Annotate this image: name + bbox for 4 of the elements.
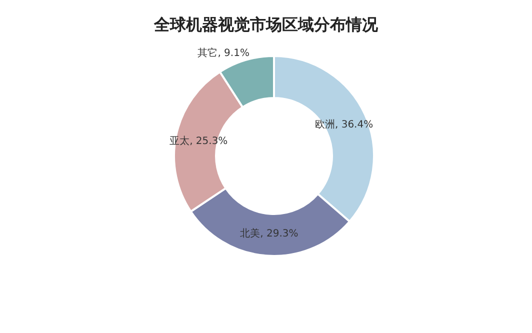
slice-label: 欧洲, 36.4% xyxy=(314,118,374,131)
slice-label: 北美, 29.3% xyxy=(240,227,298,240)
chart-title: 全球机器视觉市场区域分布情况 xyxy=(153,15,379,34)
slice-label: 其它, 9.1% xyxy=(198,46,250,59)
